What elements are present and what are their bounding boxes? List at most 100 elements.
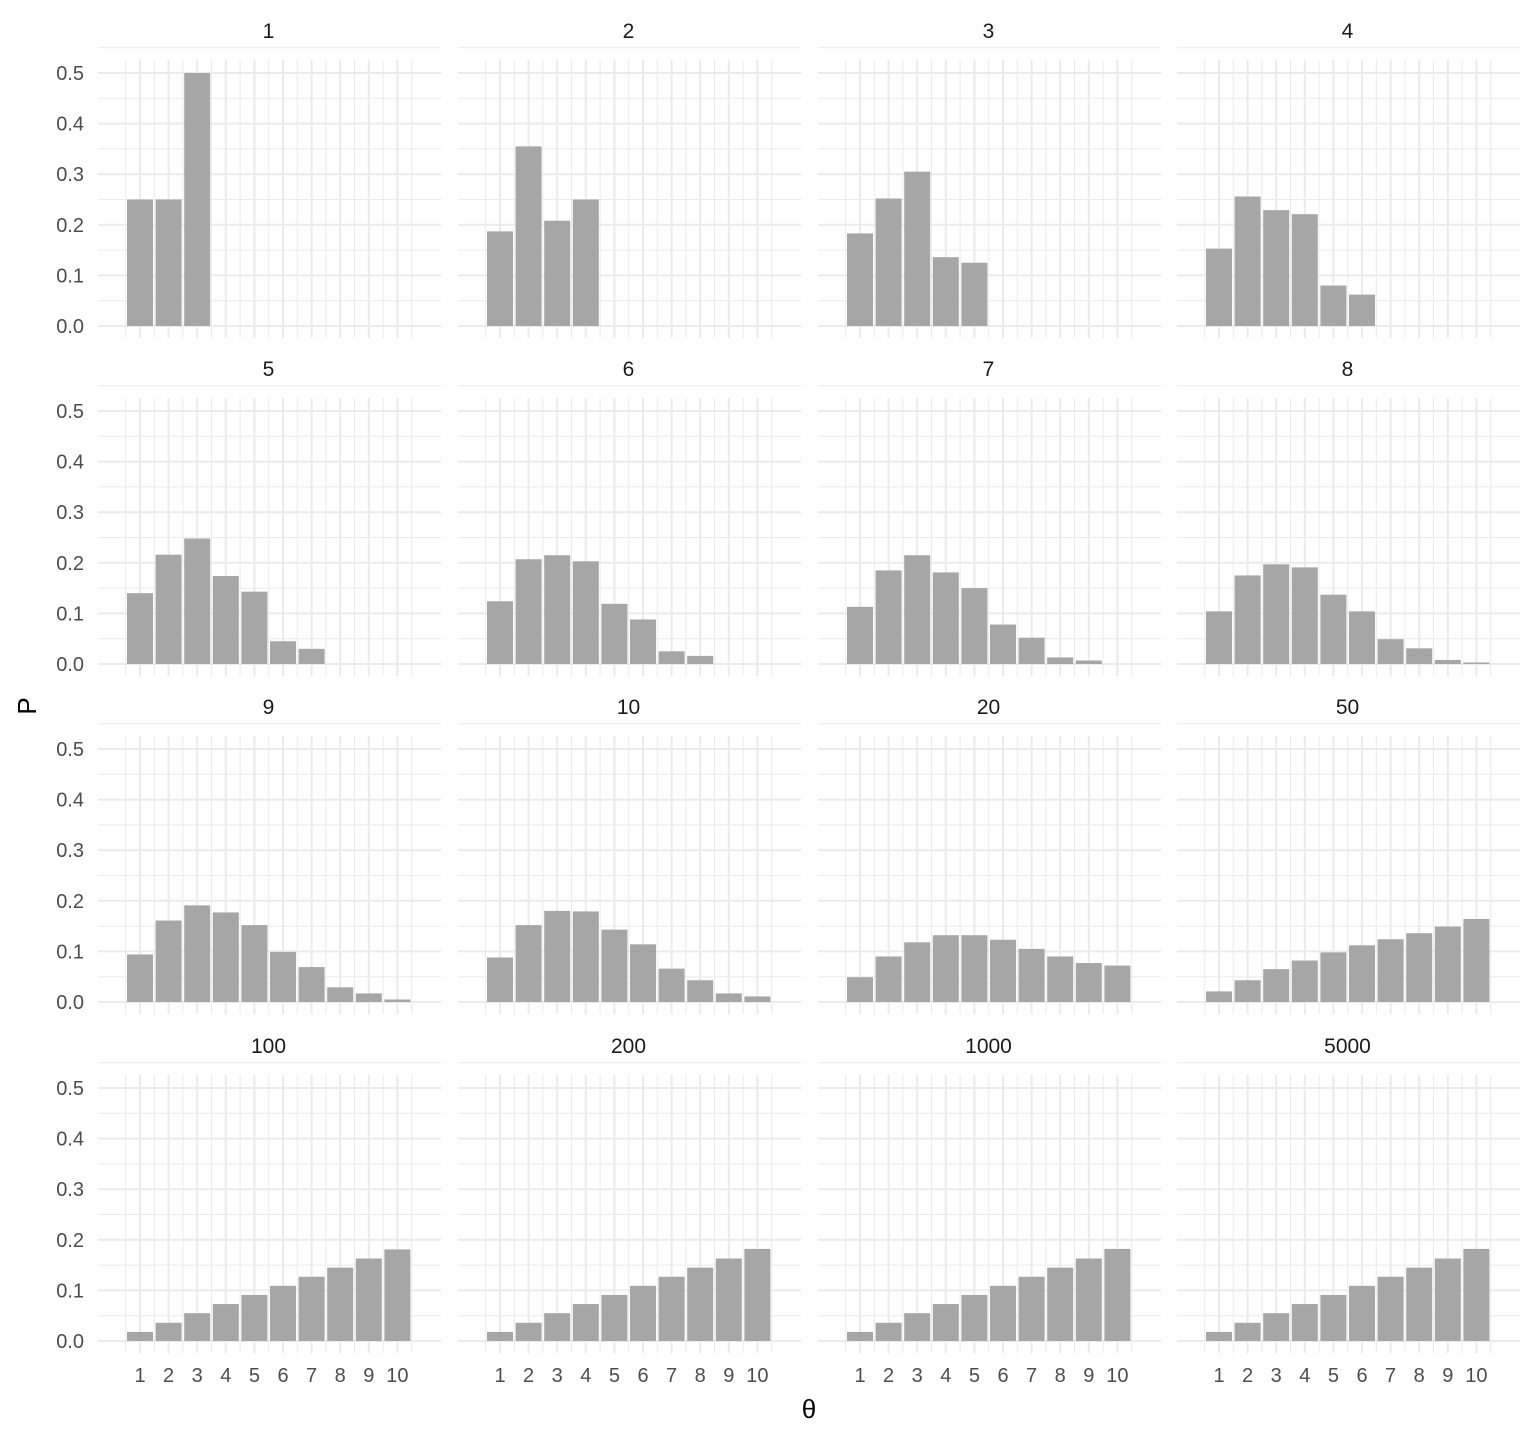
x-tick-label: 10 [386, 1365, 408, 1387]
bar [715, 993, 742, 1002]
facet-panel: 2 [458, 20, 801, 338]
bar [270, 641, 296, 664]
y-tick-label: 0.4 [56, 452, 84, 474]
facet-strip-label: 5 [263, 358, 275, 381]
y-tick-label: 0.0 [56, 654, 84, 676]
facet-panel: 100 0.0 0.1 0.2 0.3 0.4 0.5 1 2 3 4 5 6 7 8 9 10 [56, 1035, 441, 1387]
y-tick-label: 0.3 [56, 502, 84, 524]
facet-panel: 7 [818, 358, 1161, 676]
bar [630, 619, 656, 664]
bar [687, 980, 714, 1002]
bar [384, 1249, 411, 1341]
bar [847, 606, 873, 664]
bar [1291, 960, 1318, 1002]
bar [487, 231, 513, 326]
x-tick-label: 1 [134, 1365, 145, 1387]
bar [1291, 1304, 1318, 1341]
x-tick-label: 9 [1083, 1365, 1094, 1387]
bar [1434, 659, 1461, 664]
bar [1434, 1258, 1461, 1341]
bar [1263, 210, 1290, 326]
bar [1104, 965, 1131, 1002]
bar [1263, 969, 1290, 1002]
facet-panel: 8 [1177, 358, 1520, 676]
bar [212, 1304, 239, 1341]
bar [1075, 660, 1102, 664]
bar [715, 1258, 742, 1341]
bar [572, 1304, 599, 1341]
x-tick-label: 5 [249, 1365, 260, 1387]
facet-strip-label: 6 [623, 358, 635, 381]
y-tick-label: 0.1 [56, 603, 84, 625]
bar [990, 939, 1016, 1002]
bar [847, 233, 873, 326]
bar [744, 996, 771, 1002]
bar [184, 538, 211, 664]
bar [155, 554, 182, 664]
bar [687, 1267, 714, 1341]
bar [961, 935, 988, 1002]
x-tick-label: 6 [277, 1365, 288, 1387]
y-tick-label: 0.1 [56, 1280, 84, 1302]
y-tick-label: 0.3 [56, 1179, 84, 1201]
bar [1263, 1313, 1290, 1341]
bar [155, 1322, 182, 1341]
bar [1320, 594, 1347, 664]
bar [1047, 657, 1074, 664]
bar [601, 929, 628, 1002]
x-axis-title: θ [802, 1394, 816, 1424]
facet-strip-label: 1000 [965, 1035, 1012, 1058]
bar [932, 1304, 959, 1341]
bar [355, 1258, 382, 1341]
bar [298, 1276, 325, 1341]
bar [1434, 926, 1461, 1002]
bar [1377, 639, 1404, 664]
x-tick-label: 4 [580, 1365, 591, 1387]
x-tick-label: 2 [883, 1365, 894, 1387]
facet-panel: 20 [818, 696, 1161, 1014]
bar [1291, 567, 1318, 664]
bar [990, 1285, 1016, 1341]
x-tick-label: 5 [609, 1365, 620, 1387]
facet-strip-label: 2 [623, 20, 635, 43]
bar [1320, 1294, 1347, 1341]
bar [127, 954, 153, 1002]
bar [241, 925, 268, 1002]
bar [630, 1285, 656, 1341]
bar [270, 951, 296, 1002]
bar [1206, 611, 1232, 664]
bar [601, 1294, 628, 1341]
bar [687, 655, 714, 664]
y-tick-label: 0.1 [56, 941, 84, 963]
bar [990, 624, 1016, 664]
x-tick-label: 2 [1242, 1365, 1253, 1387]
bar [961, 262, 988, 326]
bar [184, 73, 211, 326]
facet-strip-label: 8 [1342, 358, 1354, 381]
bar [1018, 637, 1045, 664]
bar [327, 987, 354, 1002]
facet-panel: 50 [1177, 696, 1520, 1014]
y-tick-label: 0.2 [56, 1230, 84, 1252]
bar [1406, 933, 1433, 1002]
bar [1018, 1276, 1045, 1341]
bar [1291, 214, 1318, 326]
x-tick-label: 6 [997, 1365, 1008, 1387]
bar [1206, 248, 1232, 326]
facet-strip-label: 20 [977, 696, 1000, 719]
bar [1234, 1322, 1261, 1341]
bar [658, 1276, 685, 1341]
bar [1104, 1248, 1131, 1341]
bar [847, 1331, 873, 1341]
bar [904, 171, 931, 326]
facet-panel: 5000 1 2 3 4 5 6 7 8 9 10 [1177, 1035, 1520, 1387]
x-tick-label: 1 [1213, 1365, 1224, 1387]
y-tick-label: 0.1 [56, 265, 84, 287]
x-tick-label: 10 [1465, 1365, 1487, 1387]
bar [155, 199, 182, 326]
y-tick-label: 0.4 [56, 114, 84, 136]
bar [875, 198, 902, 326]
x-tick-label: 3 [552, 1365, 563, 1387]
bar [1234, 196, 1261, 326]
